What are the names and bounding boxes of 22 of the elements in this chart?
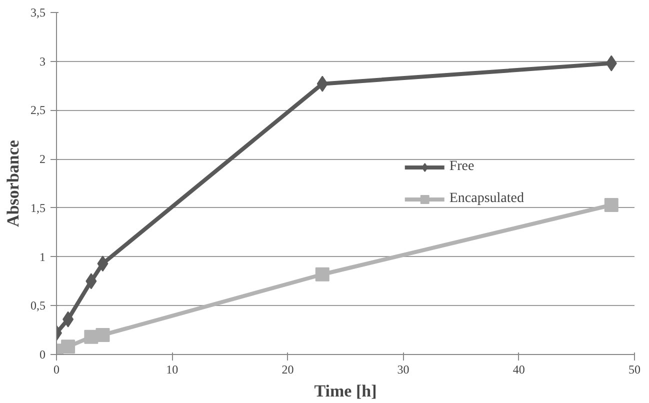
point xyxy=(315,267,330,282)
y-axis-title: Absorbance xyxy=(4,140,22,227)
y-tick-label: 1,5 xyxy=(30,200,46,215)
x-axis-title: Time [h] xyxy=(314,382,377,400)
y-tick-label: 3,5 xyxy=(30,6,46,20)
x-tick-label: 40 xyxy=(512,362,525,376)
x-tick-label: 10 xyxy=(166,362,178,376)
x-tick-label: 20 xyxy=(282,362,294,376)
y-tick-label: 3 xyxy=(40,54,46,68)
x-tick-label: 50 xyxy=(628,362,640,376)
y-tick-label: 0,5 xyxy=(30,298,46,313)
y-tick-label: 0 xyxy=(40,348,46,362)
x-tick-label: 30 xyxy=(397,362,410,376)
point xyxy=(96,328,110,342)
y-tick-label: 2 xyxy=(40,152,46,166)
point xyxy=(604,198,618,212)
x-tick-label: 0 xyxy=(54,362,60,376)
legend-label: Free xyxy=(449,159,474,175)
point xyxy=(61,340,76,354)
y-tick-label: 2,5 xyxy=(30,103,46,118)
legend-label: Encapsulated xyxy=(449,191,524,207)
y-tick-label: 1 xyxy=(40,250,46,264)
